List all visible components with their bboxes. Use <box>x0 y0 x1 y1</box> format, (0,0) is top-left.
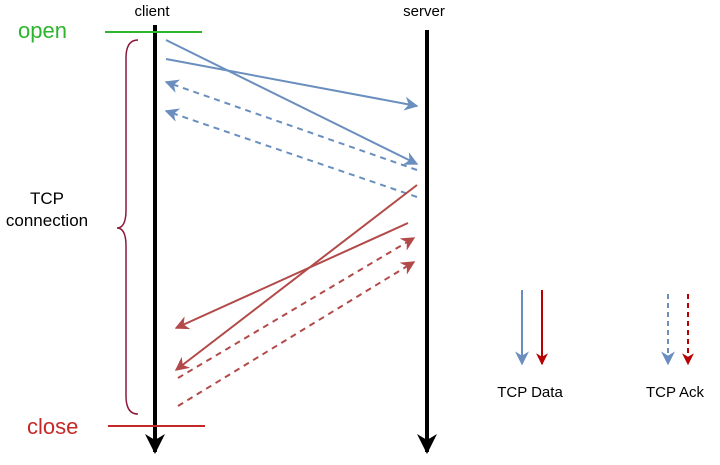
blue-data-arrow-2 <box>165 58 419 111</box>
red-data-arrow-2 <box>174 222 409 330</box>
tcp-connection-label-line1: TCP <box>30 189 64 208</box>
client-label: client <box>134 3 170 20</box>
server-label: server <box>403 3 445 20</box>
blue-ack-arrow-1 <box>164 79 418 171</box>
open-label: open <box>18 18 67 43</box>
blue-ack-arrow-2 <box>164 108 418 198</box>
close-label: close <box>27 414 78 439</box>
connection-brace <box>116 39 139 415</box>
red-ack-arrow-2 <box>177 261 416 407</box>
legend-ack-label: TCP Ack <box>646 384 705 401</box>
tcp-connection-label-line2: connection <box>6 211 88 230</box>
red-data-arrow-1 <box>174 184 418 371</box>
red-ack-arrow-1 <box>177 237 416 379</box>
legend-data-label: TCP Data <box>497 384 563 401</box>
blue-data-arrow-1 <box>165 39 419 165</box>
